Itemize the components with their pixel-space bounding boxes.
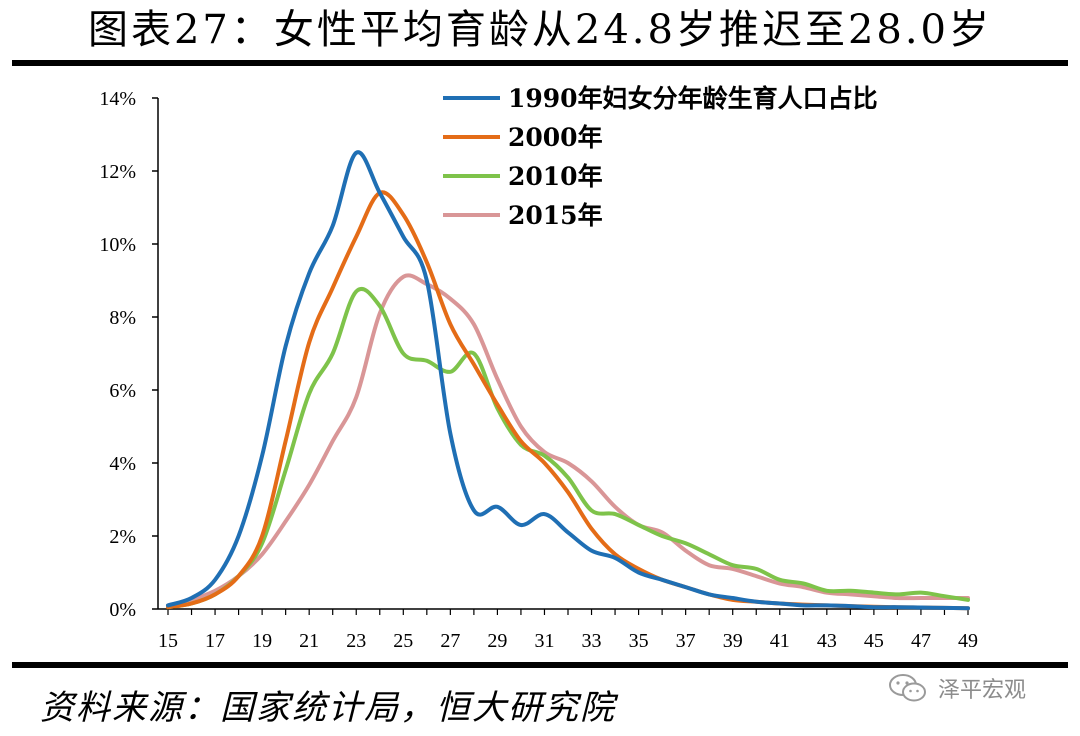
x-tick-label: 41	[770, 630, 790, 652]
x-tick-label: 17	[205, 630, 225, 652]
legend-label: 2000年	[508, 123, 603, 152]
y-tick-label: 4%	[109, 453, 136, 475]
series-line-3	[166, 286, 970, 610]
y-tick-label: 8%	[109, 307, 136, 329]
x-tick-label: 35	[629, 630, 649, 652]
legend-label: 2010年	[508, 162, 603, 191]
page-title: 图表27：女性平均育龄从24.8岁推迟至28.0岁	[87, 7, 993, 53]
y-tick-label: 12%	[99, 161, 136, 183]
y-tick-label: 14%	[99, 88, 136, 110]
x-tick-label: 49	[958, 630, 978, 652]
x-tick-label: 27	[440, 630, 460, 652]
series-line-1	[166, 150, 970, 611]
bottom-divider	[12, 662, 1068, 668]
series-line-4	[166, 273, 970, 608]
y-tick-label: 10%	[99, 234, 136, 256]
y-tick-label: 2%	[109, 526, 136, 548]
x-tick-label: 25	[393, 630, 413, 652]
series-line-2	[166, 190, 970, 611]
x-tick-label: 21	[299, 630, 319, 652]
x-ticks: 15 17 19 21 23 25 27 29 31 33 35 37 39 41 43 45 47 49	[158, 609, 978, 652]
watermark-text: 泽平宏观	[938, 678, 1027, 703]
legend-label: 1990年妇女分年龄生育人口占比	[508, 84, 878, 113]
series-lines	[166, 150, 970, 611]
y-tick-label: 0%	[109, 599, 136, 621]
x-tick-label: 43	[817, 630, 837, 652]
x-tick-label: 45	[864, 630, 884, 652]
x-tick-label: 39	[723, 630, 743, 652]
y-ticks: 0% 2% 4% 6% 8% 10% 12% 14%	[99, 88, 158, 621]
y-tick-label: 6%	[109, 380, 136, 402]
wechat-icon	[889, 674, 926, 702]
top-divider	[12, 60, 1068, 66]
x-tick-label: 37	[676, 630, 696, 652]
legend: 1990年妇女分年龄生育人口占比 2000年 2010年 2015年	[443, 84, 878, 230]
x-tick-label: 47	[911, 630, 931, 652]
x-tick-label: 23	[346, 630, 366, 652]
x-tick-label: 15	[158, 630, 178, 652]
x-tick-label: 31	[534, 630, 554, 652]
x-tick-label: 33	[582, 630, 602, 652]
source-note: 资料来源：国家统计局，恒大研究院	[40, 688, 616, 728]
x-tick-label: 29	[487, 630, 507, 652]
x-tick-label: 19	[252, 630, 272, 652]
legend-label: 2015年	[508, 201, 603, 230]
watermark: 泽平宏观	[888, 670, 1026, 706]
